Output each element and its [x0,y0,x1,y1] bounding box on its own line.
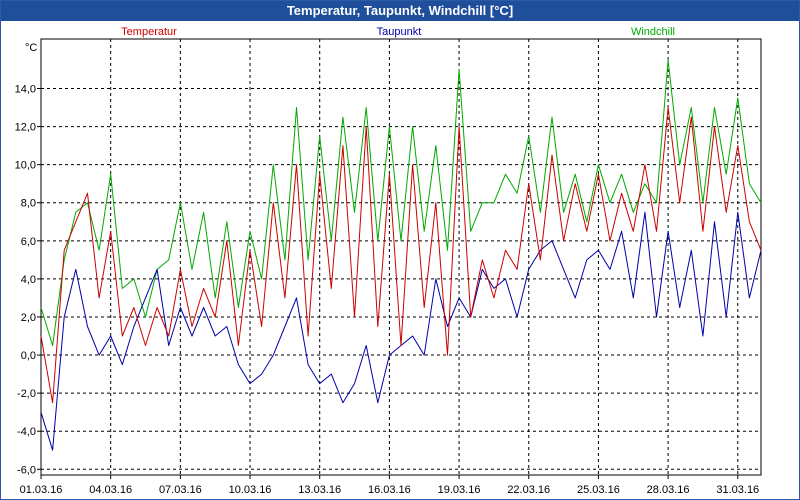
window-title: Temperatur, Taupunkt, Windchill [°C] [1,1,799,21]
x-tick-label: 01.03.16 [20,484,63,496]
legend-item-taupunkt: Taupunkt [377,26,422,38]
y-tick-label: 6,0 [21,236,36,248]
x-tick-label: 07.03.16 [159,484,202,496]
y-tick-label: 4,0 [21,274,36,286]
series-group [40,59,762,451]
axis-labels: 14,0 12,0 10,0 8,0 6,0 4,0 2,0 0,0 -2,0 -4,0 -6,0 0… [15,42,760,496]
legend-item-temperatur: Temperatur [121,26,177,38]
y-axis-unit-label: °C [25,42,37,54]
y-tick-label: -4,0 [17,426,36,438]
y-tick-label: -6,0 [17,464,36,476]
x-tick-label: 19.03.16 [438,484,481,496]
series-line-windchill [40,59,762,346]
x-tick-label: 25.03.16 [577,484,620,496]
x-tick-label: 04.03.16 [89,484,132,496]
x-tick-label: 16.03.16 [368,484,411,496]
x-tick-label: 31.03.16 [716,484,759,496]
line-chart: 14,0 12,0 10,0 8,0 6,0 4,0 2,0 0,0 -2,0 -4,0 -6,0 0… [15,26,762,496]
legend-item-windchill: Windchill [631,26,675,38]
y-tick-label: 2,0 [21,312,36,324]
y-tick-label: 8,0 [21,198,36,210]
grid [37,39,761,479]
x-tick-label: 13.03.16 [298,484,341,496]
series-line-temperatur [40,107,762,404]
y-tick-label: 0,0 [21,350,36,362]
y-tick-label: 14,0 [15,84,36,96]
plot-area [40,38,762,476]
y-tick-label: -2,0 [17,388,36,400]
x-tick-label: 10.03.16 [229,484,272,496]
x-tick-label: 22.03.16 [507,484,550,496]
x-tick-label: 28.03.16 [647,484,690,496]
legend: Temperatur Taupunkt Windchill [121,26,675,38]
y-tick-label: 10,0 [15,160,36,172]
y-tick-label: 12,0 [15,122,36,134]
